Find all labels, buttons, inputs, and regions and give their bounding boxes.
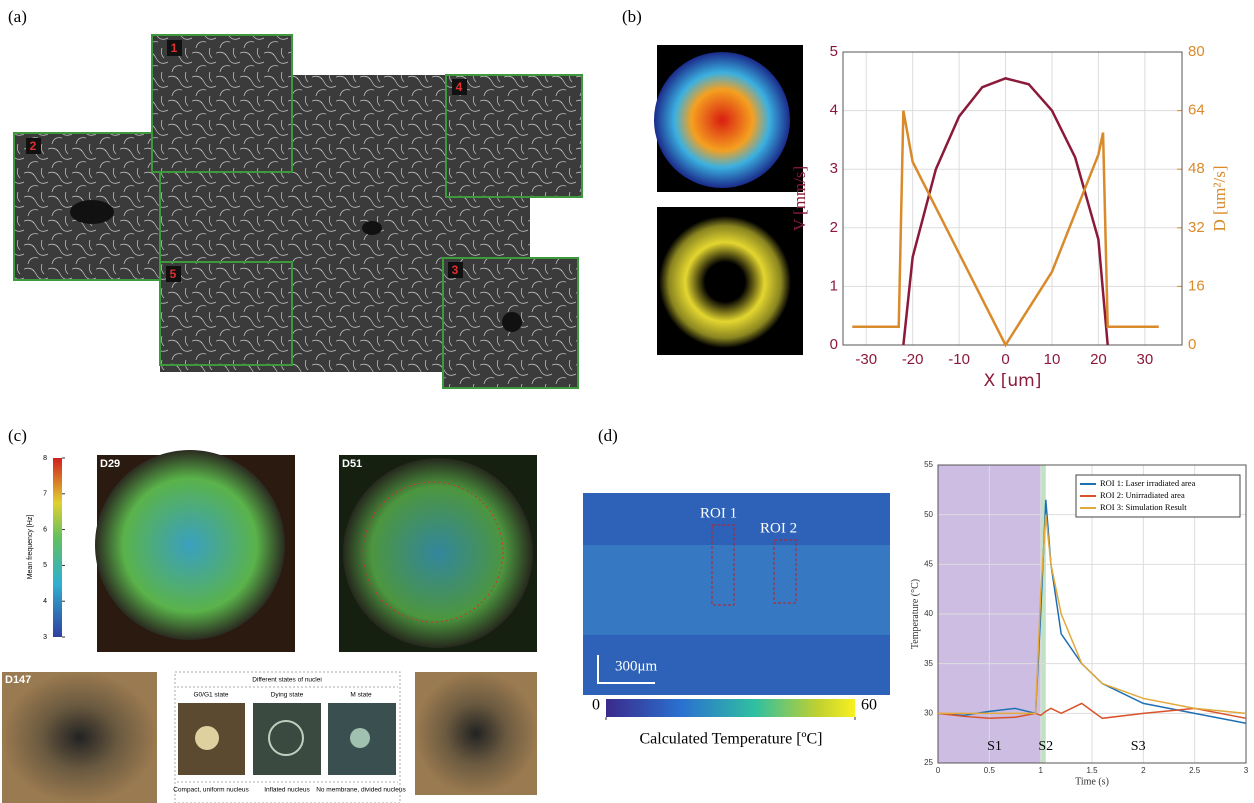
legend-label: ROI 1: Laser irradiated area (1100, 478, 1196, 488)
tile-label: 3 (452, 263, 459, 277)
state: G0/G1 state (193, 692, 228, 699)
fovea (362, 221, 382, 235)
roi-label: ROI 1 (700, 505, 737, 521)
y-tick-label: 2 (830, 219, 838, 236)
y-tick-label: 3 (830, 160, 838, 177)
x-tick-label: 1 (1038, 766, 1043, 775)
y-tick-label: 55 (924, 460, 933, 469)
organoid (343, 458, 533, 648)
nuclei-box: Different states of nuclei G0/G1 state D… (173, 672, 406, 803)
y2-tick-label: 64 (1188, 102, 1205, 119)
x-tick-label: -20 (902, 351, 924, 368)
panel-label: (c) (8, 426, 27, 445)
y2-axis-label: D [um²/s] (1210, 165, 1229, 231)
thermal-band (583, 545, 890, 635)
colorbar (606, 699, 855, 717)
image (415, 672, 537, 795)
image-label: D51 (342, 458, 362, 470)
roi-label: ROI 2 (760, 520, 797, 536)
y-tick-label: 0 (830, 336, 838, 353)
panel-label: (d) (598, 426, 618, 445)
tile-label: 4 (456, 80, 463, 94)
panel-label: (b) (622, 7, 642, 26)
annotation: S1 (987, 739, 1002, 754)
tile-label: 5 (170, 267, 177, 281)
y-tick-label: 45 (924, 559, 933, 568)
x-axis-label: X [um] (984, 371, 1042, 391)
y-tick-label: 35 (924, 659, 933, 668)
x-tick-label: 10 (1044, 351, 1061, 368)
y2-tick-label: 16 (1188, 277, 1205, 294)
x-tick-label: -10 (948, 351, 970, 368)
colorbar-tick-label: 6 (43, 526, 47, 533)
y-tick-label: 4 (830, 102, 838, 119)
image-label: D147 (5, 674, 31, 686)
legend-label: ROI 3: Simulation Result (1100, 502, 1187, 512)
image-label: D29 (100, 458, 120, 470)
colorbar-title: Mean frequency [Hz] (27, 515, 34, 580)
x-tick-label: 2.5 (1189, 766, 1201, 775)
tile-label: 1 (171, 41, 178, 55)
x-tick-label: 0 (1001, 351, 1009, 368)
colorbar-tick-label: 8 (43, 455, 47, 462)
x-axis-label: Time (s) (1075, 776, 1109, 787)
colorbar-title: Calculated Temperature [ºC] (639, 731, 822, 748)
scale-bar-label: 300μm (615, 658, 658, 674)
state: M state (350, 692, 372, 699)
y-tick-label: 40 (924, 609, 933, 618)
heatmap-blob (654, 52, 790, 188)
y-tick-label: 30 (924, 708, 933, 717)
image (2, 672, 157, 803)
y-tick-label: 5 (830, 43, 838, 60)
annotation: S3 (1131, 739, 1146, 754)
y-tick-label: 1 (830, 277, 838, 294)
colorbar-tick-label: 3 (43, 634, 47, 641)
y-tick-label: 25 (924, 758, 933, 767)
x-tick-label: 2 (1141, 766, 1146, 775)
y2-tick-label: 0 (1188, 336, 1196, 353)
tile-label: 2 (30, 139, 37, 153)
organoid (95, 450, 285, 640)
x-tick-label: 20 (1090, 351, 1107, 368)
y-axis-label: V [mm/s] (790, 166, 809, 231)
colorbar-tick-label: 0 (592, 697, 600, 714)
y2-tick-label: 80 (1188, 43, 1205, 60)
colorbar (53, 458, 62, 637)
panel-label: (a) (8, 7, 27, 26)
x-tick-label: 3 (1244, 766, 1249, 775)
mosaic: 1 2 3 4 5 (14, 35, 582, 388)
y-axis-label: Temperature (°C) (910, 579, 921, 649)
colorbar-tick-label: 7 (43, 491, 47, 498)
fovea (70, 200, 114, 224)
colorbar-tick-label: 5 (43, 562, 47, 569)
page: {"panel_labels":["(a)","(b)","(c)","(d)"… (0, 0, 1254, 803)
x-tick-label: 1.5 (1086, 766, 1098, 775)
legend-label: ROI 2: Unirradiated area (1100, 490, 1185, 500)
x-tick-label: -30 (855, 351, 877, 368)
y-tick-label: 50 (924, 510, 933, 519)
x-tick-label: 0.5 (984, 766, 996, 775)
x-tick-label: 30 (1137, 351, 1154, 368)
y2-tick-label: 48 (1188, 160, 1205, 177)
description: Inflated nucleus (264, 787, 310, 794)
description: Compact, uniform nucleus (173, 787, 249, 794)
heatmap-blob (659, 216, 791, 348)
plot-frame (843, 52, 1182, 345)
x-tick-label: 0 (936, 766, 941, 775)
colorbar-tick-label: 4 (43, 598, 47, 605)
box-title: Different states of nuclei (252, 677, 322, 684)
y2-tick-label: 32 (1188, 219, 1205, 236)
annotation: S2 (1038, 739, 1053, 754)
description: No membrane, divided nucleus (316, 787, 406, 794)
colorbar-tick-label: 60 (861, 697, 877, 714)
figure: (a) (b) (c) (d) 1 2 3 4 5 Mean frequency… (0, 0, 1254, 803)
disc (502, 312, 522, 332)
state: Dying state (271, 692, 304, 699)
